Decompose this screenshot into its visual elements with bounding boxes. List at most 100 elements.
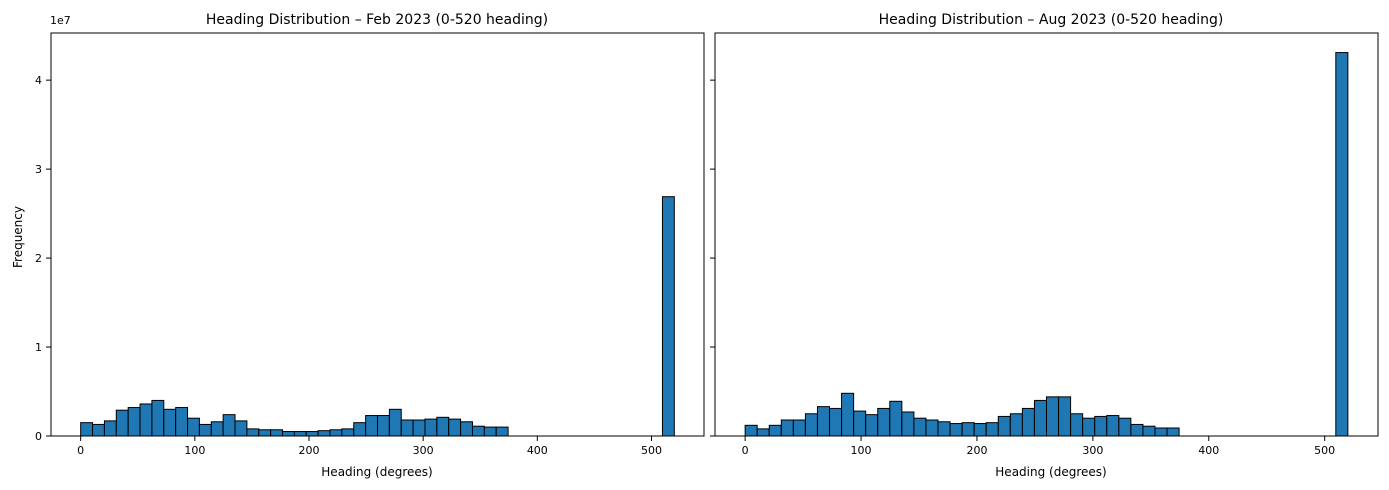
histogram-bar: [400, 419, 414, 437]
histogram-bar: [198, 423, 212, 437]
histogram-bar: [1335, 52, 1349, 437]
histogram-bar: [377, 415, 390, 437]
y-tick-label: 2: [35, 252, 42, 265]
plot-frame: [714, 32, 1379, 437]
plot-frame: [50, 32, 705, 437]
histogram-bar: [1142, 425, 1156, 437]
histogram-bar: [1046, 396, 1060, 437]
histogram-bar: [901, 411, 915, 437]
histogram-bar: [997, 415, 1011, 437]
x-tick-label: 0: [77, 444, 84, 457]
histogram-bar: [816, 406, 831, 437]
histogram-bar: [768, 424, 782, 437]
histogram-bar: [1130, 423, 1144, 437]
x-tick-label: 500: [641, 444, 662, 457]
y-tick-label: 1: [35, 341, 42, 354]
histogram-bar: [1166, 427, 1180, 437]
x-tick-label: 0: [742, 444, 749, 457]
histogram-bar: [92, 423, 105, 437]
histogram-bar: [780, 419, 794, 437]
x-tick-label: 200: [299, 444, 320, 457]
histogram-bar: [925, 419, 939, 437]
histogram-bar: [127, 407, 141, 437]
histogram-bar: [115, 409, 129, 437]
y-axis-offset-label: 1e7: [50, 14, 71, 27]
histogram-bar: [293, 431, 307, 437]
histogram-bar: [353, 422, 367, 437]
histogram-bar: [985, 422, 999, 437]
x-tick-label: 500: [1314, 444, 1335, 457]
chart-feb-2023: Heading Distribution – Feb 2023 (0-520 h…: [11, 12, 705, 479]
histogram-bar: [412, 419, 426, 437]
x-tick-label: 400: [527, 444, 548, 457]
histogram-bar: [1118, 417, 1132, 437]
histogram-bar: [792, 419, 806, 437]
histogram-bar: [305, 431, 319, 437]
chart-title: Heading Distribution – Aug 2023 (0-520 h…: [879, 12, 1224, 28]
x-tick-label: 300: [413, 444, 434, 457]
histogram-bar: [973, 423, 987, 437]
histogram-bar: [258, 429, 272, 437]
histogram-bar: [483, 426, 497, 437]
histogram-bar: [151, 399, 165, 437]
histogram-bar: [1106, 415, 1120, 437]
histogram-bar: [1009, 413, 1023, 437]
histogram-bar: [460, 421, 473, 437]
x-ticks: 0 100 200 300 400 500: [77, 436, 662, 457]
histogram-bar: [889, 400, 903, 437]
chart-aug-2023: Heading Distribution – Aug 2023 (0-520 h…: [710, 12, 1379, 479]
histogram-bar: [1058, 396, 1072, 437]
x-tick-label: 100: [851, 444, 872, 457]
histogram-bar: [388, 408, 402, 437]
histogram-bar: [961, 422, 975, 437]
histogram-bar: [937, 421, 951, 437]
histogram-bar: [210, 421, 224, 437]
histogram-bar: [865, 414, 879, 437]
y-tick-label: 3: [35, 163, 42, 176]
bars-group: [80, 196, 675, 437]
histogram-bar: [1021, 407, 1035, 437]
y-ticks: [710, 79, 715, 437]
histogram-bar: [103, 420, 117, 437]
histogram-bar: [841, 392, 855, 437]
histogram-bar: [949, 423, 963, 437]
histogram-bar: [913, 417, 927, 437]
histogram-bar: [756, 428, 770, 437]
histogram-bar: [329, 429, 343, 437]
histogram-bar: [1094, 415, 1108, 437]
y-ticks: 0 1 2 3 4: [35, 74, 51, 443]
histogram-bar: [804, 413, 818, 437]
histogram-bar: [163, 408, 177, 437]
y-tick-label: 0: [35, 430, 42, 443]
histogram-bar: [877, 407, 891, 437]
histogram-bar: [282, 431, 295, 437]
x-axis-label: Heading (degrees): [321, 465, 432, 479]
histogram-bar: [175, 407, 189, 437]
histogram-bar: [853, 410, 867, 437]
histogram-bar: [139, 403, 153, 437]
histogram-bar: [234, 420, 248, 437]
histogram-bar: [1033, 399, 1047, 437]
histogram-bar: [436, 416, 450, 437]
histogram-bar: [424, 418, 438, 437]
histogram-bar: [187, 417, 200, 437]
histogram-bar: [222, 414, 236, 437]
x-axis-label: Heading (degrees): [995, 465, 1106, 479]
x-tick-label: 400: [1198, 444, 1219, 457]
histogram-bar: [270, 429, 284, 437]
histogram-bar: [80, 422, 94, 437]
histogram-bar: [317, 430, 331, 437]
y-tick-label: 4: [35, 74, 42, 87]
histogram-bar: [341, 428, 355, 437]
y-axis-label: Frequency: [11, 206, 25, 268]
histogram-bar: [661, 196, 675, 437]
histogram-bar: [1154, 427, 1168, 437]
histogram-bar: [1082, 417, 1096, 437]
histogram-bar: [448, 418, 462, 437]
histogram-bar: [744, 424, 758, 437]
histogram-bar: [829, 407, 843, 437]
x-ticks: 0 100 200 300 400 500: [742, 436, 1335, 457]
histogram-bar: [495, 426, 509, 437]
x-tick-label: 200: [966, 444, 987, 457]
